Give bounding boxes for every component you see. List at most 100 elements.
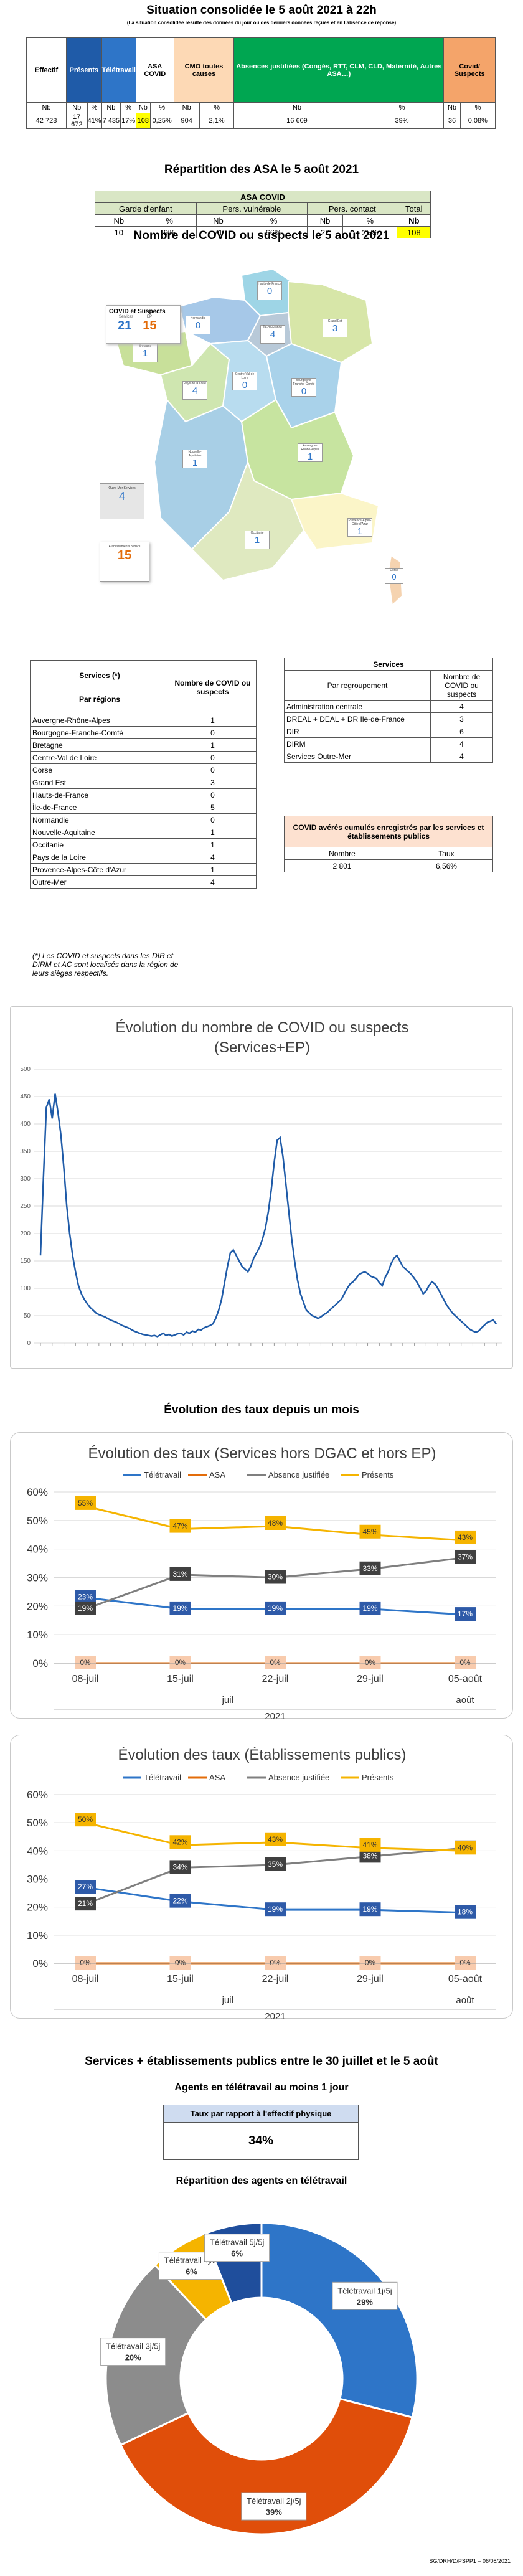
asa-value: 108 xyxy=(397,226,431,238)
region-row: Nouvelle-Aquitaine 1 xyxy=(30,826,257,839)
donut-label: Télétravail 5j/5j 6% xyxy=(204,2234,270,2262)
y-tick-label: 100 xyxy=(20,1285,31,1292)
map-region-label: Hauts-de-France xyxy=(258,282,281,286)
regions-table-body: Auvergne-Rhône-Alpes 1 Bourgogne-Franche-C… xyxy=(30,714,257,889)
covid-evolution-chart: Évolution du nombre de COVID ou suspects… xyxy=(10,1006,513,1369)
header-covid: Covid/ Suspects xyxy=(443,37,496,103)
donut-label-name: Télétravail 5j/5j xyxy=(210,2238,265,2247)
asa-table-title: ASA COVID xyxy=(95,191,431,203)
map-value-grand-est: Grand Est 3 xyxy=(323,319,347,337)
x-tick-label: 22-juil xyxy=(262,1974,289,1984)
data-label-box xyxy=(75,1601,96,1615)
sub-cell: Nb xyxy=(135,102,151,113)
map-region-label: Centre-Val de Loire xyxy=(235,372,255,380)
map-region-label: Bretagne xyxy=(138,344,152,348)
x-tick-label: 15-juil xyxy=(167,1674,194,1684)
data-label: 19% xyxy=(78,1604,93,1613)
telework-subtitle: Agents en télétravail au moins 1 jour xyxy=(174,2082,349,2093)
services-col1: Par regroupement xyxy=(284,670,431,701)
map-value-normandie: Normandie 0 xyxy=(186,316,210,334)
donut-label: Télétravail 2j/5j 39% xyxy=(241,2492,307,2521)
region-row-label: Pays de la Loire xyxy=(30,851,169,864)
data-label: 45% xyxy=(362,1527,377,1536)
map-outremer-box: Outre-Mer Services 4 xyxy=(100,483,144,519)
donut-label-value: 6% xyxy=(231,2249,243,2258)
data-label-box xyxy=(75,1656,96,1669)
sub-cell: % xyxy=(359,102,445,113)
chart2-svg: 0% 10% 20% 30% 40% 50% 60% Télétravail ASA Absenc… xyxy=(27,1470,496,1719)
donut-label-name: Télétravail 1j/5j xyxy=(337,2286,392,2295)
y-tick-label: 0% xyxy=(32,1958,48,1970)
donut-slice xyxy=(119,2397,413,2536)
month-label: août xyxy=(456,1995,474,2006)
value-cell: 17 672 xyxy=(66,113,88,129)
y-tick-label: 20% xyxy=(27,1600,48,1612)
sub-cell: Nb xyxy=(233,102,360,113)
y-tick-label: 30% xyxy=(27,1572,48,1584)
asa-value: 66% xyxy=(240,226,308,238)
cumul-title: COVID avérés cumulés enregistrés par les… xyxy=(284,816,493,847)
donut-label-value: 6% xyxy=(186,2267,197,2276)
y-tick-label: 500 xyxy=(20,1066,31,1073)
cumul-rate: 6,56% xyxy=(399,859,494,872)
region-row-value: 4 xyxy=(169,875,257,889)
france-map: Hauts-de-France 0 Normandie 0 Île-de-Franc… xyxy=(105,257,416,630)
sub-cell: % xyxy=(87,102,102,113)
legend-label: ASA xyxy=(209,1470,225,1479)
donut-label-box xyxy=(100,2338,166,2366)
chart3-title: Évolution des taux (Établissements publi… xyxy=(118,1747,407,1763)
data-label: 43% xyxy=(458,1533,473,1542)
value-cell: 42 728 xyxy=(26,113,67,129)
region-row: Normandie 0 xyxy=(30,813,257,826)
map-value-text: 1 xyxy=(357,526,363,537)
data-label-box xyxy=(455,1841,476,1855)
region-row-label: Occitanie xyxy=(30,838,169,851)
rates-services-chart: Évolution des taux (Services hors DGAC e… xyxy=(10,1432,513,1719)
map-value-corse: Corse 0 xyxy=(385,568,403,584)
data-label: 37% xyxy=(458,1552,473,1561)
region-row-label: Outre-Mer xyxy=(30,875,169,889)
donut-label-name: Télétravail 2j/5j xyxy=(247,2496,301,2506)
data-label: 0% xyxy=(365,1958,376,1967)
data-label: 0% xyxy=(175,1658,186,1667)
asa-header: Pers. vulnérable xyxy=(196,202,308,215)
map-region-label: Île-de-France xyxy=(263,326,282,329)
data-label-box xyxy=(265,1902,286,1917)
situation-table: Effectif Présents Télétravail ASA COVID … xyxy=(26,37,496,129)
map-value-text: 1 xyxy=(254,535,260,545)
value-cell: 2,1% xyxy=(199,113,235,129)
data-label-box xyxy=(169,1956,191,1970)
y-tick-label: 150 xyxy=(20,1258,31,1265)
region-row-label: Bretagne xyxy=(30,738,169,752)
region-row-label: Centre-Val de Loire xyxy=(30,751,169,764)
service-row: DIRM 4 xyxy=(284,737,493,750)
data-label-box xyxy=(75,1496,96,1510)
chart1-svg: 0 50 100 150 200 250 300 350 400 450 500 xyxy=(20,1066,502,1347)
legend-label: Présents xyxy=(362,1470,394,1479)
data-label-box xyxy=(455,1607,476,1621)
data-label: 0% xyxy=(175,1958,186,1967)
data-label-box xyxy=(359,1524,381,1539)
data-label: 18% xyxy=(458,1908,473,1917)
map-region-label: Provence-Alpes-Côte d'Azur xyxy=(348,519,372,526)
asa-header: Total xyxy=(397,202,431,215)
data-label: 0% xyxy=(459,1958,471,1967)
region-row: Auvergne-Rhône-Alpes 1 xyxy=(30,714,257,727)
data-label-box xyxy=(455,1905,476,1919)
data-label: 0% xyxy=(270,1958,281,1967)
sub-cell: Nb xyxy=(101,102,121,113)
service-row-label: DIRM xyxy=(284,737,431,750)
telework-rate-value: 34% xyxy=(163,2122,359,2160)
month-label: août xyxy=(456,1695,474,1706)
data-label-box xyxy=(265,1956,286,1970)
x-tick-label: 05-août xyxy=(448,1974,483,1984)
data-label-box xyxy=(455,1530,476,1544)
header-effectif: Effectif xyxy=(26,37,67,103)
legend-label: Télétravail xyxy=(144,1773,181,1782)
donut-title: Répartition des agents en télétravail xyxy=(176,2176,347,2186)
region-row: Centre-Val de Loire 0 xyxy=(30,751,257,764)
map-value-ile-de-france: Île-de-France 4 xyxy=(260,325,285,344)
map-value-text: 1 xyxy=(142,348,148,359)
regions-col1-label: Par régions xyxy=(78,694,121,704)
region-row-label: Grand Est xyxy=(30,776,169,789)
